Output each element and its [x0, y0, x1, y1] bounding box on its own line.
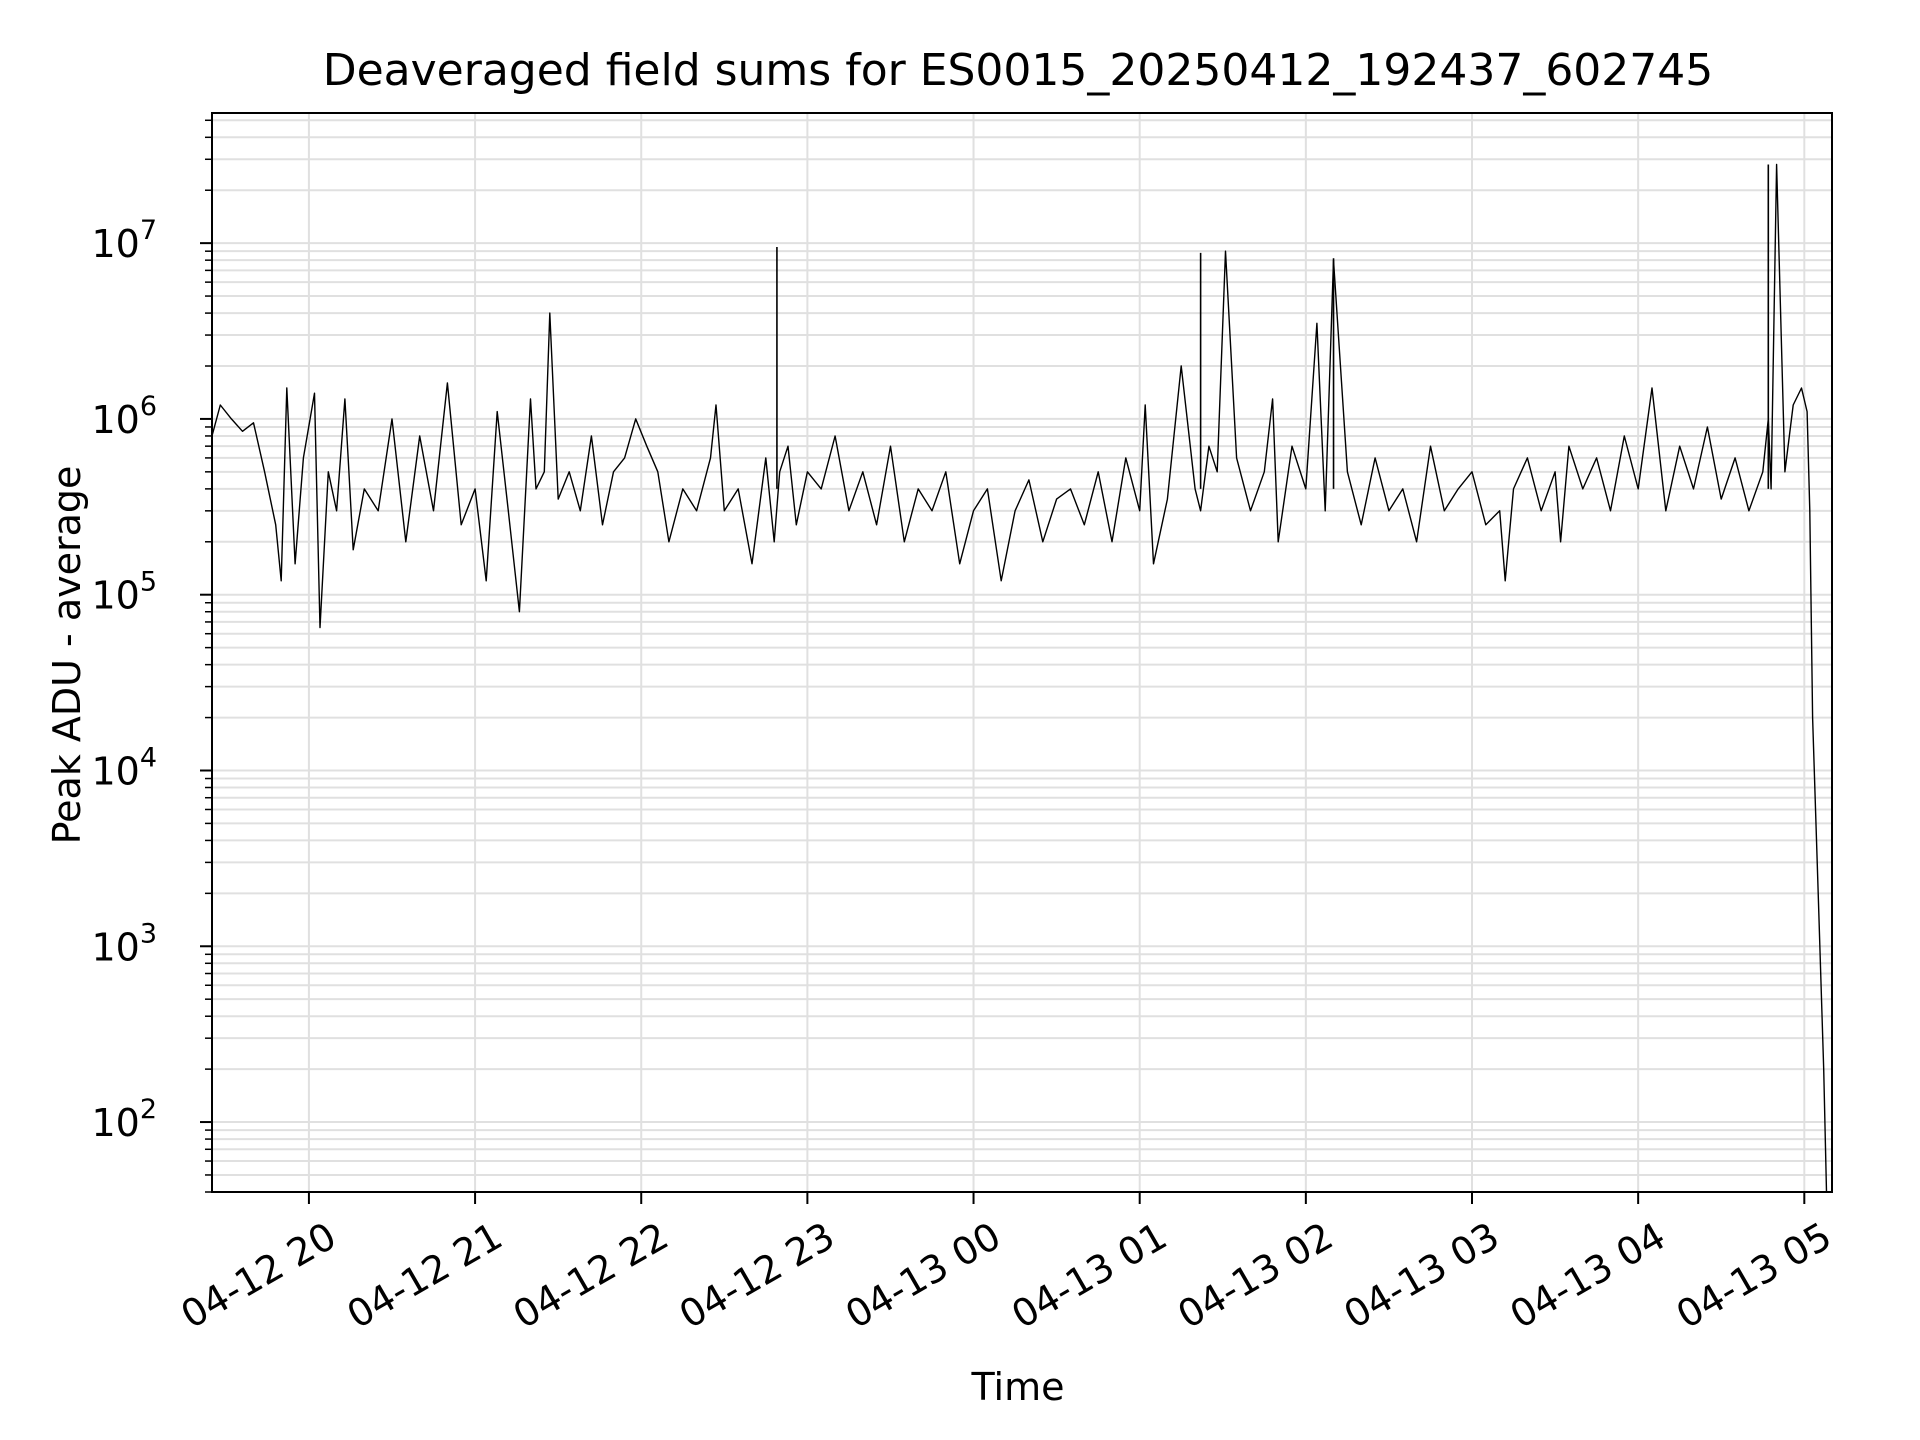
y-tick-label: 107	[91, 215, 157, 266]
x-axis-label: Time	[971, 1365, 1065, 1409]
plot-frame	[211, 112, 1833, 1193]
grid-minor	[212, 119, 1832, 1193]
ticks-layer	[200, 119, 1806, 1204]
y-tick-label: 103	[91, 918, 157, 969]
y-axis-label: Peak ADU - average	[45, 466, 89, 845]
y-tick-label: 105	[91, 567, 157, 618]
series-layer	[211, 163, 1828, 1193]
y-tick-label: 106	[91, 391, 157, 442]
series-line	[211, 163, 1828, 1193]
y-tick-label: 102	[91, 1094, 157, 1145]
grid-major	[212, 113, 1832, 1192]
y-tick-label: 104	[91, 742, 157, 793]
chart-title: Deaveraged field sums for ES0015_2025041…	[323, 45, 1714, 96]
